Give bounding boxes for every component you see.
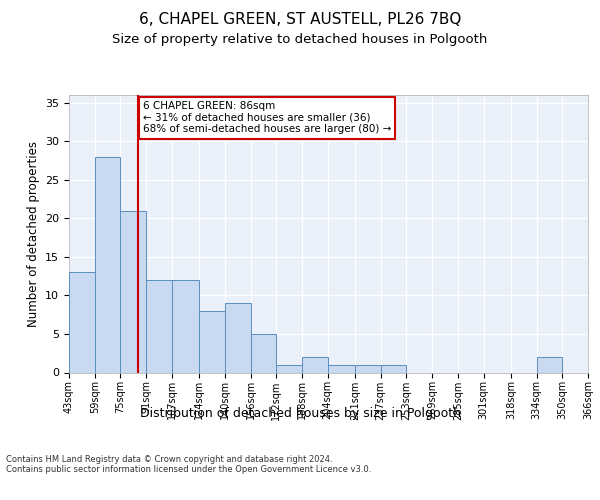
Bar	[381, 365, 406, 372]
Bar	[95, 156, 121, 372]
Bar	[328, 365, 355, 372]
Text: Contains HM Land Registry data © Crown copyright and database right 2024.
Contai: Contains HM Land Registry data © Crown c…	[6, 455, 371, 474]
Bar	[302, 357, 328, 372]
Bar	[172, 280, 199, 372]
Bar	[199, 311, 225, 372]
Text: Size of property relative to detached houses in Polgooth: Size of property relative to detached ho…	[112, 32, 488, 46]
Text: 6, CHAPEL GREEN, ST AUSTELL, PL26 7BQ: 6, CHAPEL GREEN, ST AUSTELL, PL26 7BQ	[139, 12, 461, 28]
Y-axis label: Number of detached properties: Number of detached properties	[26, 141, 40, 327]
Bar	[146, 280, 172, 372]
Bar	[355, 365, 381, 372]
Bar	[225, 303, 251, 372]
Text: Distribution of detached houses by size in Polgooth: Distribution of detached houses by size …	[139, 408, 461, 420]
Bar	[251, 334, 276, 372]
Bar	[69, 272, 95, 372]
Bar	[121, 210, 146, 372]
Bar	[276, 365, 302, 372]
Bar	[536, 357, 562, 372]
Text: 6 CHAPEL GREEN: 86sqm
← 31% of detached houses are smaller (36)
68% of semi-deta: 6 CHAPEL GREEN: 86sqm ← 31% of detached …	[143, 101, 391, 134]
